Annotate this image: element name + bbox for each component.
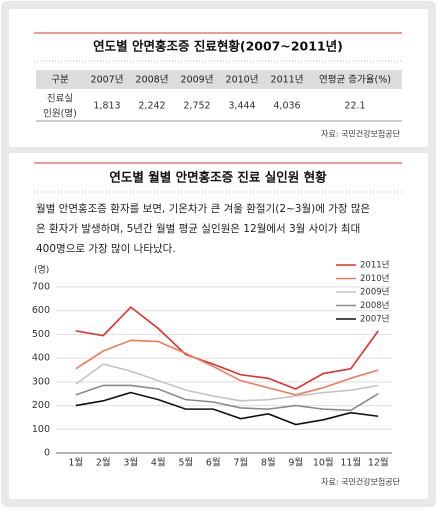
table-header-cell: 2011년 <box>271 75 304 86</box>
y-tick-label: 600 <box>32 305 50 316</box>
table-header-cell: 2009년 <box>181 75 214 86</box>
x-tick-label: 8월 <box>261 457 276 469</box>
table-cell: 2,752 <box>183 101 210 112</box>
legend-label: 2010년 <box>360 273 389 284</box>
x-tick-label: 1월 <box>68 457 83 469</box>
table-header-cell: 2007년 <box>91 75 124 86</box>
series-line <box>75 391 379 426</box>
section-title: 연도별 월별 안면홍조증 진료 실인원 현황 <box>109 170 327 185</box>
x-tick-label: 7월 <box>233 457 248 469</box>
source: 자료: 국민건강보험공단 <box>321 129 400 139</box>
table-title: 연도별 안면홍조증 진료현황(2007~2011년) <box>93 39 343 54</box>
series-line <box>75 384 379 412</box>
legend-label: 2011년 <box>360 260 389 271</box>
legend-label: 2007년 <box>360 314 389 325</box>
legend-label: 2008년 <box>360 300 389 311</box>
table-header-cell: 2010년 <box>226 75 259 86</box>
x-tick-label: 4월 <box>151 457 166 469</box>
x-tick-label: 11월 <box>340 457 361 469</box>
y-tick-label: 300 <box>32 376 50 387</box>
table-cell: 진료실 <box>47 94 73 105</box>
x-tick-label: 6월 <box>206 457 221 469</box>
table-cell: 4,036 <box>273 101 300 112</box>
table-cell: 1,813 <box>93 101 120 112</box>
table-cell: 인원(명) <box>43 109 77 120</box>
y-tick-label: 100 <box>32 424 50 435</box>
table: 구분 2007년 2008년 2009년 2010년 2011년 연평균 증가율(%) 진료실… <box>43 75 391 120</box>
series-line <box>75 363 379 402</box>
y-tick-label: 0 <box>44 448 50 459</box>
x-tick-label: 5월 <box>178 457 193 469</box>
y-tick-label: 700 <box>32 282 50 293</box>
source: 자료: 국민건강보험공단 <box>321 477 400 487</box>
inner-frame <box>9 9 428 499</box>
table-header-cell: 구분 <box>51 75 69 86</box>
x-tick-label: 2월 <box>96 457 111 469</box>
paragraph-line: 월별 안면홍조증 환자를 보면, 기온차가 큰 겨울 환절기(2~3월)에 가장… <box>36 202 371 215</box>
table-cell: 3,444 <box>228 101 255 112</box>
y-tick-label: 500 <box>32 329 50 340</box>
series-line <box>75 339 379 396</box>
x-tick-label: 12월 <box>368 457 389 469</box>
y-tick-label: 400 <box>32 353 50 364</box>
table-header-bg <box>36 70 402 89</box>
table-header-cell: 연평균 증가율(%) <box>319 75 391 86</box>
table-header-cell: 2008년 <box>136 75 169 86</box>
series-line <box>75 306 379 390</box>
chart: (명) 0 100 200 300 400 500 600 700 1월 2월 3월 4월 5월 6월 7월 8… <box>32 260 392 469</box>
table-cell: 22.1 <box>344 101 365 112</box>
x-tick-label: 10월 <box>313 457 334 469</box>
x-tick-label: 3월 <box>123 457 138 469</box>
table-cell: 2,242 <box>138 101 165 112</box>
paragraph-line: 은 환자가 발생하며, 5년간 월별 평균 실인원은 12월에서 3월 사이가 … <box>36 222 360 235</box>
paragraph-line: 400명으로 가장 많이 나타났다. <box>36 243 176 255</box>
x-tick-label: 9월 <box>288 457 303 469</box>
legend-label: 2009년 <box>360 287 389 298</box>
y-axis-label: (명) <box>34 265 49 276</box>
y-tick-label: 200 <box>32 400 50 411</box>
paragraph: 월별 안면홍조증 환자를 보면, 기온차가 큰 겨울 환절기(2~3월)에 가장… <box>36 202 371 255</box>
